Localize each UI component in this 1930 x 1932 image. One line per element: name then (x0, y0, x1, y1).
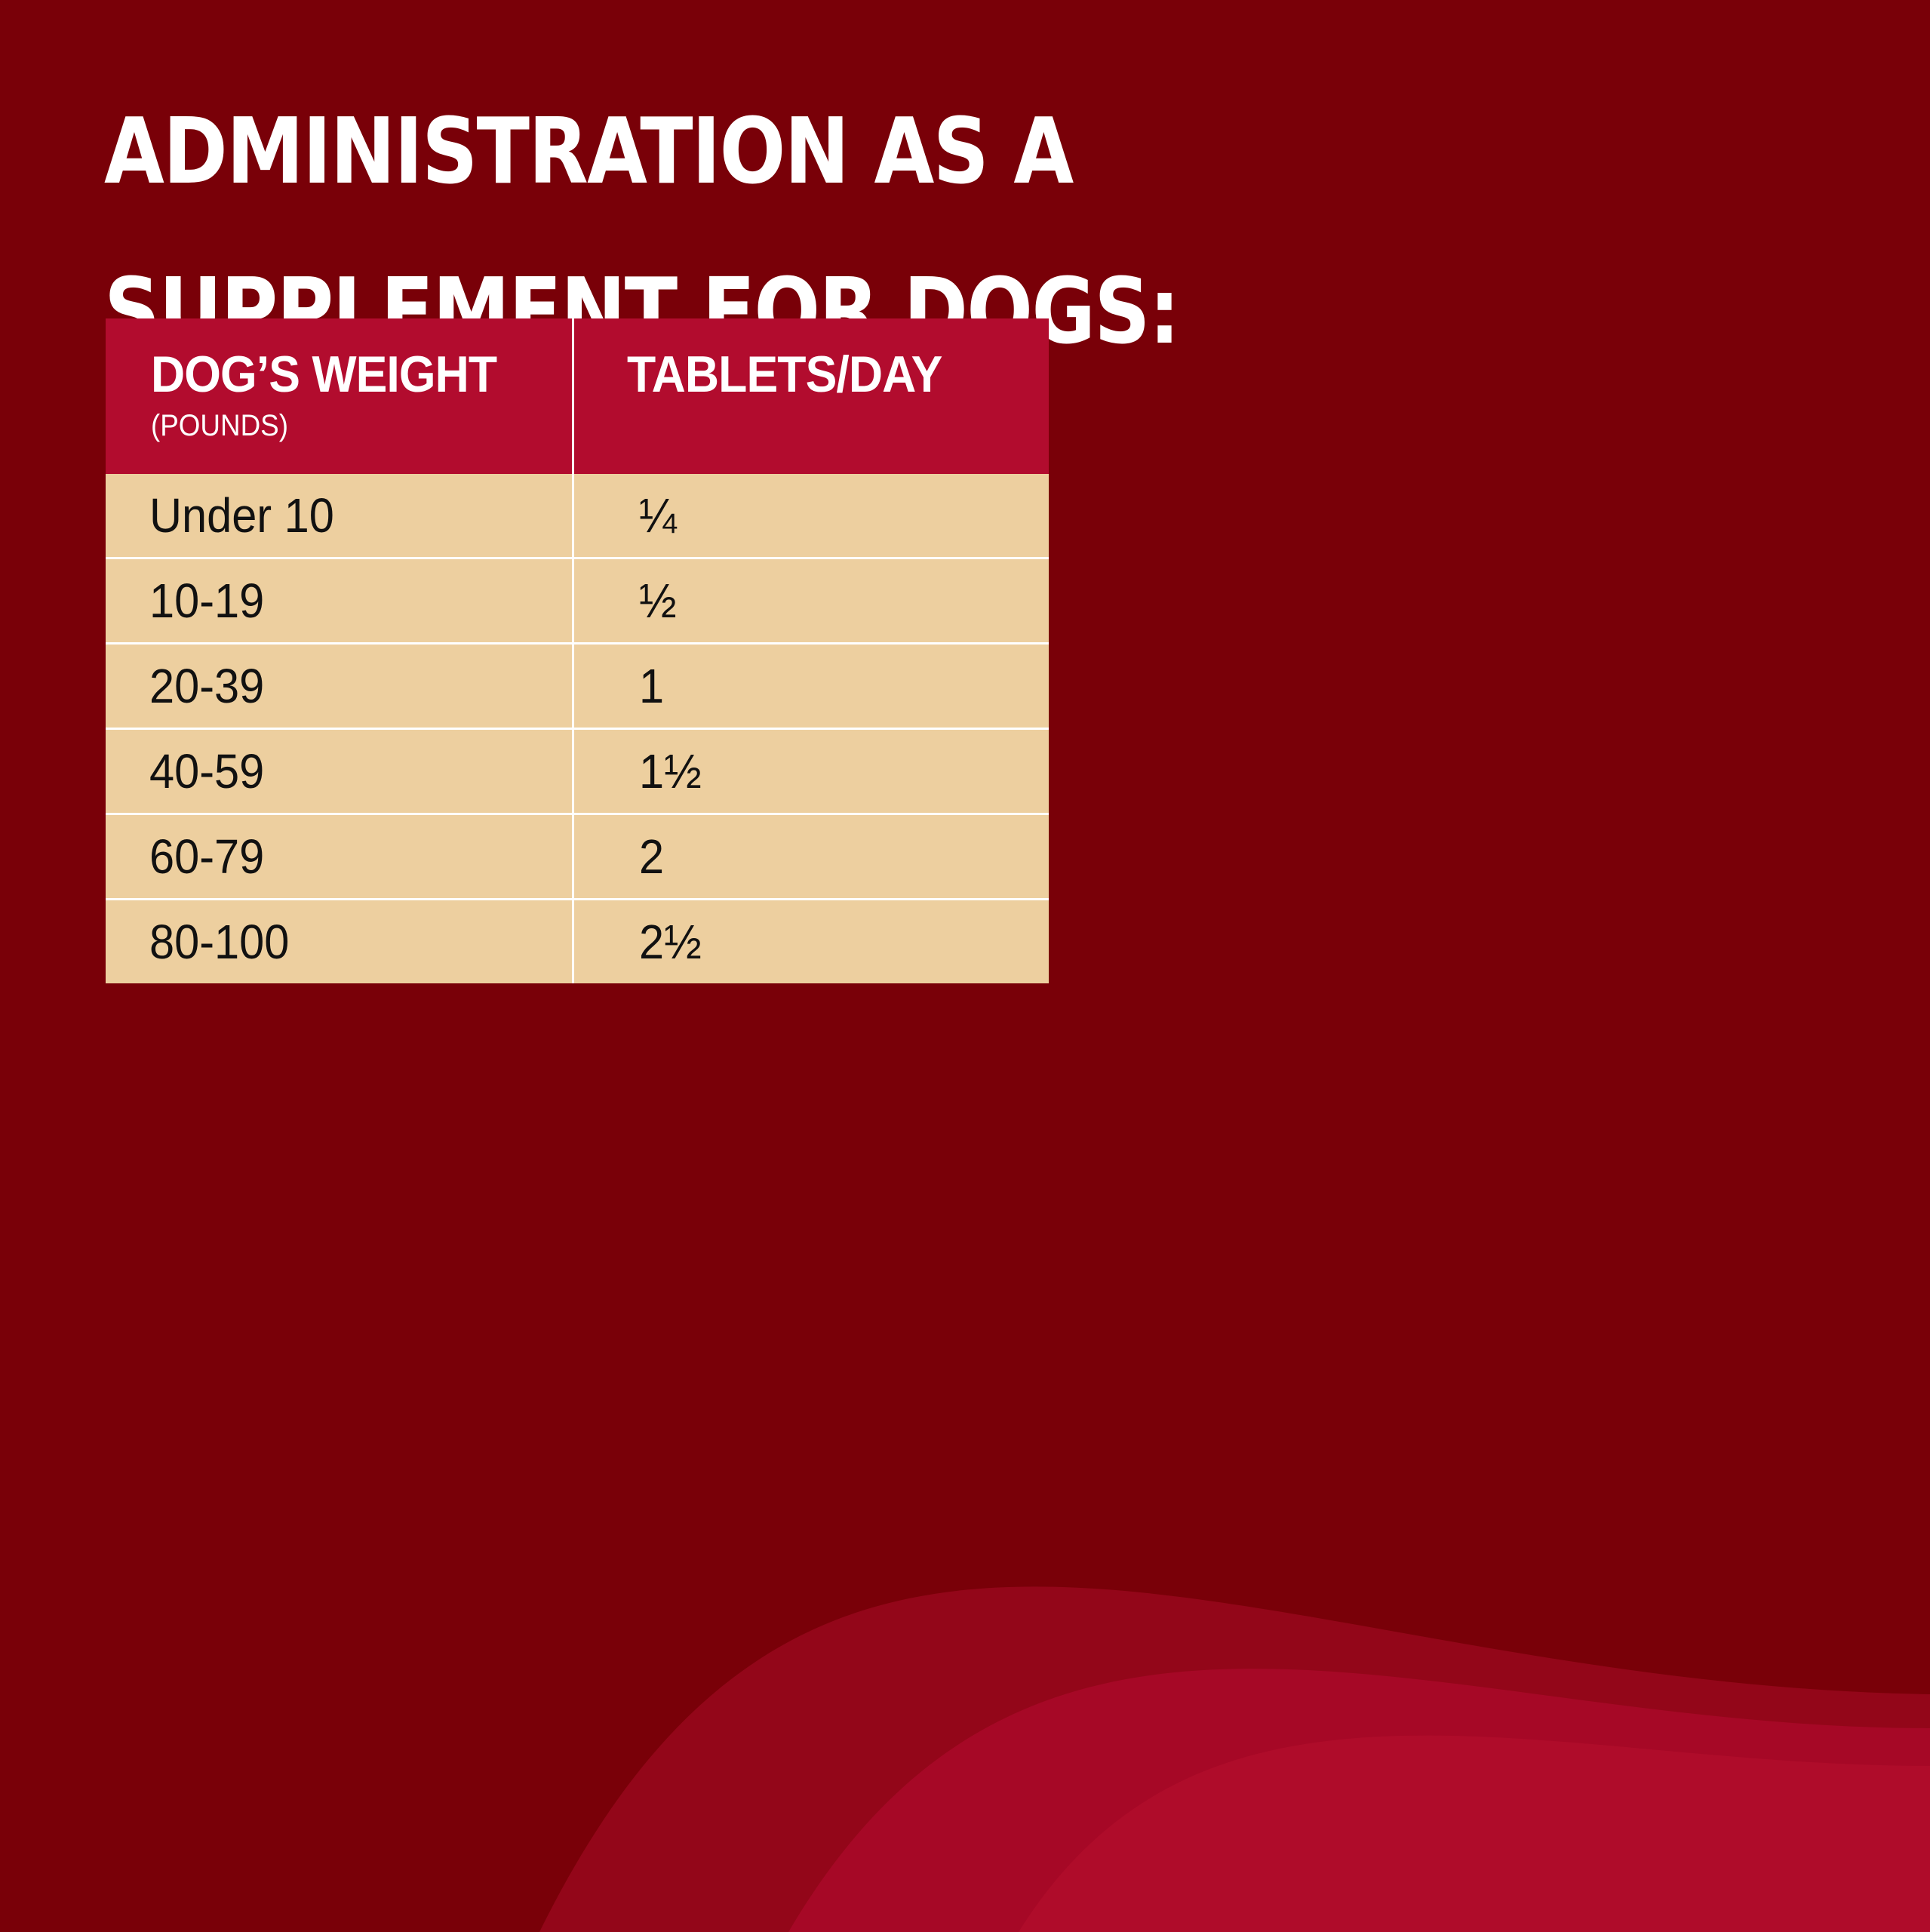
table-row: 60-79 2 (106, 813, 1049, 898)
header-label: DOG’S WEIGHT (151, 346, 497, 403)
table-row: 20-39 1 (106, 642, 1049, 728)
weight-cell: 80-100 (106, 900, 574, 983)
weight-cell: 60-79 (106, 815, 574, 898)
tablets-value: 1 (639, 659, 665, 713)
weight-value: Under 10 (149, 488, 334, 543)
table-body: Under 10 ¼ 10-19 ½ 20-39 1 40-59 1½ 60-7… (106, 474, 1049, 983)
tablets-value: 2½ (639, 915, 702, 969)
dosage-table: DOG’S WEIGHT (POUNDS) TABLETS/DAY Under … (106, 318, 1049, 983)
weight-value: 20-39 (149, 659, 265, 713)
tablets-value: ¼ (639, 488, 677, 543)
tablets-value: ½ (639, 574, 677, 628)
tablets-value: 1½ (639, 744, 702, 798)
tablets-cell: ¼ (574, 474, 1049, 557)
weight-cell: 40-59 (106, 730, 574, 813)
table-row: 10-19 ½ (106, 557, 1049, 642)
weight-value: 60-79 (149, 829, 265, 884)
tablets-cell: ½ (574, 559, 1049, 642)
tablets-cell: 1 (574, 645, 1049, 728)
header-sublabel: (POUNDS) (151, 409, 288, 442)
tablets-cell: 2 (574, 815, 1049, 898)
title-line-1: ADMINISTRATION AS A (104, 100, 1074, 205)
weight-cell: 10-19 (106, 559, 574, 642)
weight-cell: 20-39 (106, 645, 574, 728)
tablets-cell: 1½ (574, 730, 1049, 813)
table-row: 80-100 2½ (106, 898, 1049, 983)
weight-value: 10-19 (149, 574, 265, 628)
weight-cell: Under 10 (106, 474, 574, 557)
weight-value: 40-59 (149, 744, 265, 798)
header-tablets-per-day: TABLETS/DAY (574, 318, 1049, 474)
header-label: TABLETS/DAY (627, 346, 942, 403)
tablets-cell: 2½ (574, 900, 1049, 983)
table-row: Under 10 ¼ (106, 474, 1049, 557)
tablets-value: 2 (639, 829, 665, 884)
table-header: DOG’S WEIGHT (POUNDS) TABLETS/DAY (106, 318, 1049, 474)
weight-value: 80-100 (149, 915, 290, 969)
header-dog-weight: DOG’S WEIGHT (POUNDS) (106, 318, 574, 474)
table-row: 40-59 1½ (106, 728, 1049, 813)
